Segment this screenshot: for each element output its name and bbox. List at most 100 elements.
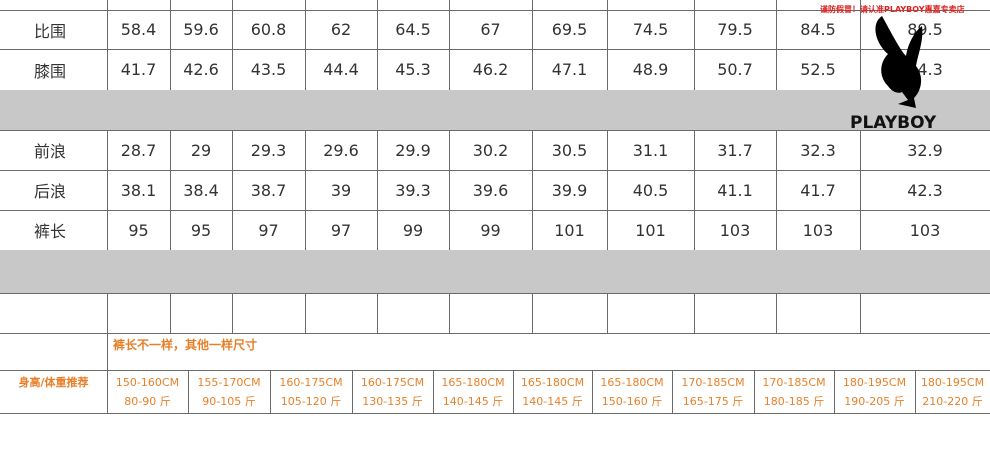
recommend-cell: 150-160CM 80-90 斤 [107,372,188,412]
v-line [305,0,306,333]
v-line [270,370,271,413]
recommend-text: 155-170CM [197,376,261,389]
recommend-text: 105-120 斤 [280,395,342,408]
cell-value: 67 [480,20,501,39]
h-line [0,49,990,50]
recommend-text: 210-220 斤 [922,395,983,408]
v-line [607,0,608,333]
cell-value: 64.5 [395,20,431,39]
cell-value: 30.2 [472,140,509,160]
v-line [860,0,861,333]
cell-value: 38.4 [183,180,219,200]
v-line [232,0,233,333]
cell-value: 97 [258,220,279,240]
cell-value: 28.7 [120,140,157,160]
v-line [377,0,378,333]
gray-row [0,250,990,293]
cell-value: 62 [330,20,352,39]
recommend-cell: 160-175CM 105-120 斤 [270,372,352,412]
recommend-text: 150-160CM [115,376,180,389]
recommend-cell: 165-180CM 150-160 斤 [592,372,672,412]
cell-value: 42.3 [907,180,943,200]
cell-value: 38.7 [250,180,287,200]
cell-value: 69.5 [551,20,588,39]
recommend-text: 180-185 斤 [763,395,825,408]
cell-value: 42.6 [183,60,219,79]
cell-value: 95 [190,220,212,240]
cell-value: 39.3 [395,180,431,200]
cell-value: 103 [719,220,751,240]
recommend-text: 180-195CM [920,376,985,389]
cell-value: 79.5 [717,20,753,39]
cell-value: 31.1 [632,140,669,160]
v-line [107,0,108,333]
cell-value: 101 [554,220,585,240]
logo-bunny [875,16,923,108]
h-line [0,370,990,371]
row-label: 膝围 [34,61,67,81]
cell-value: 60.8 [250,20,287,39]
warning: 谨防假冒！请认准PLAYBOY惠嘉专卖店 [820,5,965,14]
cell-value: 29.3 [250,140,287,160]
v-line [776,0,777,333]
cell-value: 41.7 [120,60,157,79]
cell-value: 97 [330,220,352,240]
h-line [0,333,990,334]
h-line [0,170,990,171]
v-line [915,370,916,413]
cell-value: 58.4 [120,20,157,39]
recommend-text: 165-180CM [441,376,505,389]
cell-value: 84.5 [800,20,836,39]
h-line [0,293,990,294]
recommend-text: 130-135 斤 [362,395,423,408]
recommend-text: 140-145 斤 [522,395,583,408]
v-line [449,0,450,333]
recommend-cell: 165-180CM 140-145 斤 [513,372,592,412]
cell-value: 41.7 [800,180,836,200]
note: 裤长不一样，其他一样尺寸 [113,337,258,352]
logo-text: PLAYBOY [850,113,937,133]
gray-row [0,90,990,130]
cell-value: 101 [635,220,666,240]
recommend-text: 160-175CM [279,376,343,389]
row-label: 裤长 [34,222,67,241]
h-line [0,210,990,211]
v-line [352,370,353,413]
recommend-text: 165-180CM [600,376,664,389]
recommend-text: 190-205 斤 [844,395,905,408]
v-line [433,370,434,413]
cell-value: 103 [909,220,941,240]
v-line [754,370,755,413]
row-label: 前浪 [34,142,67,161]
v-line [834,370,835,413]
v-line [188,370,189,413]
cell-value: 46.2 [472,60,509,79]
recommend-text: 90-105 斤 [202,395,256,408]
cell-value: 32.9 [907,140,943,160]
cell-value: 31.7 [717,140,753,160]
recommend-cell: 165-180CM 140-145 斤 [433,372,513,412]
cell-value: 45.3 [395,60,431,79]
cell-value: 95 [128,220,149,240]
cell-value: 39 [330,180,352,200]
h-line [0,413,990,414]
v-line [694,0,695,333]
recommend-text: 160-175CM [360,376,425,389]
v-line [513,370,514,413]
row-label: 比围 [34,21,67,41]
recommend-cell: 180-195CM 190-205 斤 [834,372,915,412]
cell-value: 32.3 [800,140,836,160]
v-line [107,333,108,370]
recommend-cell: 170-185CM 165-175 斤 [672,372,754,412]
cell-value: 44.4 [323,60,359,79]
v-line [532,0,533,333]
recommend-text: 180-195CM [842,376,907,389]
cell-value: 40.5 [632,180,669,200]
cell-value: 29.6 [323,140,359,160]
cell-value: 59.6 [183,20,219,39]
cell-value: 99 [402,220,424,240]
cell-value: 38.1 [120,180,157,200]
recommend-text: 170-185CM [762,376,826,389]
cell-value: 29.9 [395,140,431,160]
